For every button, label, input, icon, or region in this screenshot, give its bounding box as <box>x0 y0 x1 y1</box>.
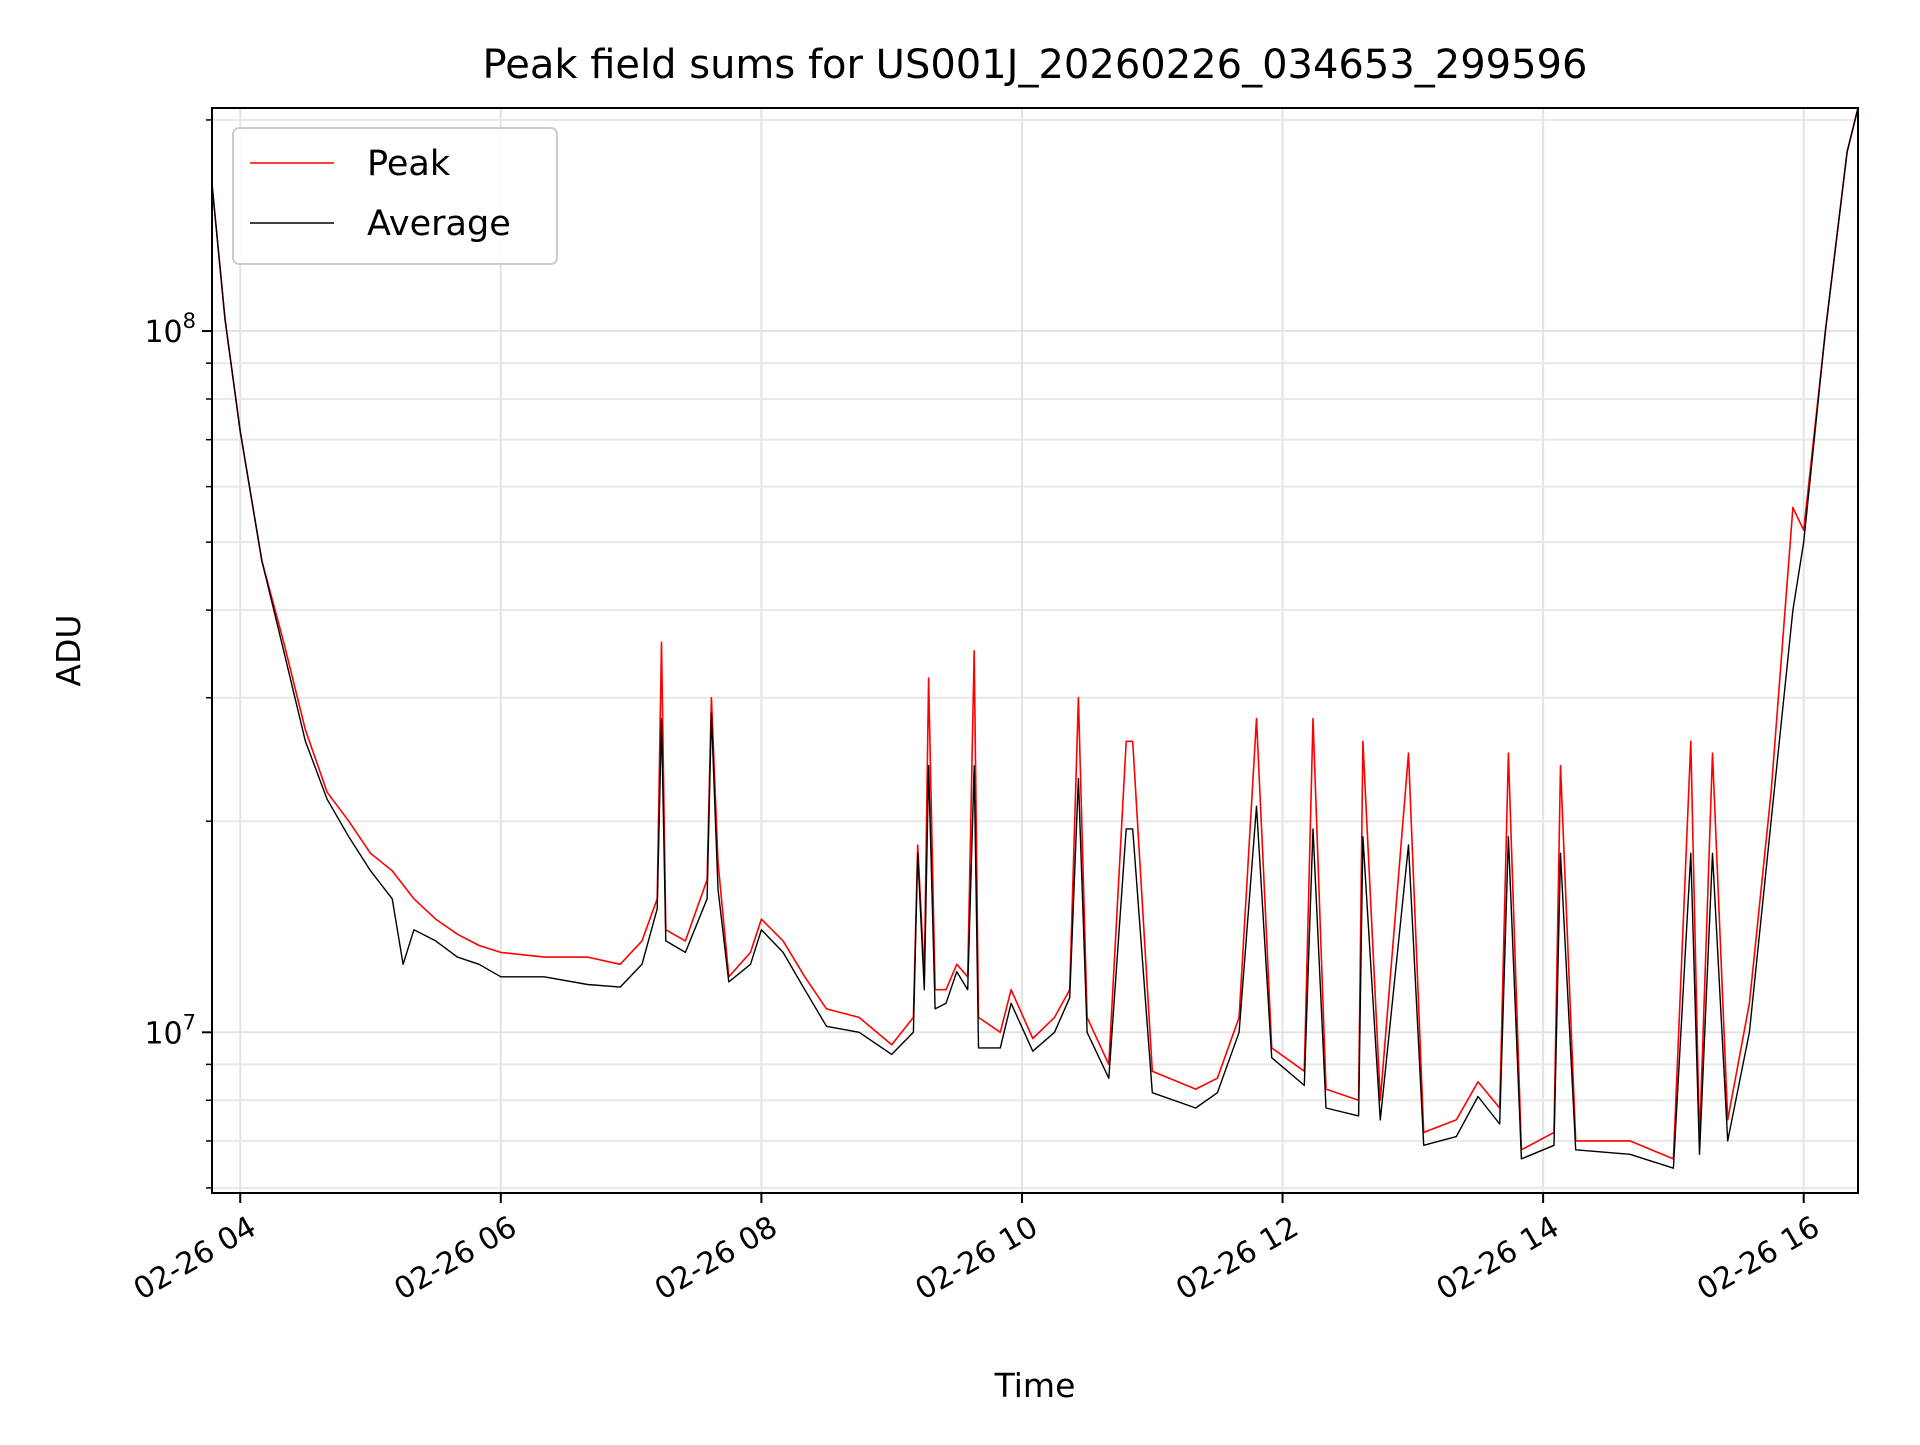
series-line-average <box>211 107 1859 1169</box>
grid-layer <box>212 108 1858 1193</box>
y-tick-label: 107 <box>144 1010 196 1051</box>
legend-label-average: Average <box>367 204 511 244</box>
legend: Peak Average <box>232 127 558 265</box>
y-tick-label: 108 <box>144 309 196 350</box>
x-axis-label: Time <box>994 1366 1076 1405</box>
legend-box <box>232 127 558 265</box>
legend-label-peak: Peak <box>367 144 451 184</box>
chart-title: Peak field sums for US001J_20260226_0346… <box>483 42 1588 88</box>
y-axis-label: ADU <box>49 614 88 686</box>
series-line-peak <box>211 107 1859 1160</box>
plot-frame <box>211 107 1859 1194</box>
series-layer <box>211 107 1859 1169</box>
